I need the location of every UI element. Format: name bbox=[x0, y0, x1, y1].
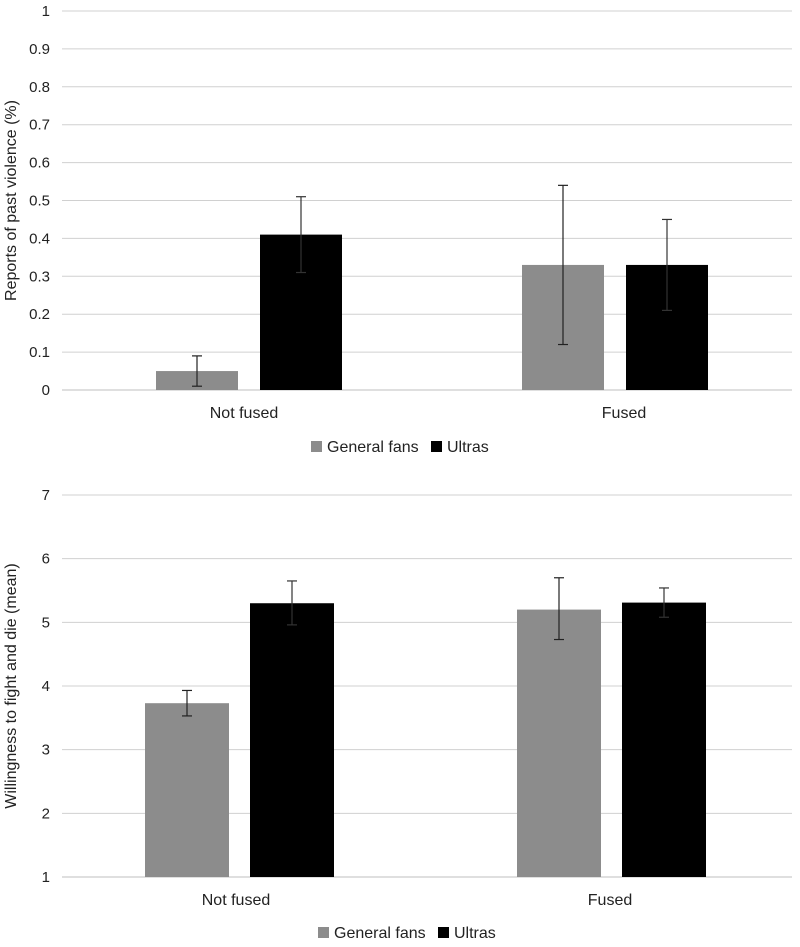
y-tick-label: 0.2 bbox=[29, 306, 50, 323]
y-tick-label: 0.5 bbox=[29, 193, 50, 210]
legend: General fans Ultras bbox=[311, 439, 489, 456]
error-bar bbox=[192, 355, 202, 387]
y-tick-label: 0.1 bbox=[29, 344, 50, 361]
legend: General fans Ultras bbox=[318, 925, 496, 942]
y-tick-label: 0.4 bbox=[29, 230, 50, 247]
bar-general-fans bbox=[517, 609, 601, 877]
category-label: Not fused bbox=[202, 892, 270, 909]
chart-2: 1 2 3 4 5 6 7 Willingness to fight and die (mea… bbox=[3, 487, 792, 942]
y-tick-label: 6 bbox=[42, 551, 50, 568]
error-bar bbox=[182, 689, 192, 717]
y-tick-label: 0 bbox=[42, 382, 50, 399]
y-tick-label: 0.8 bbox=[29, 79, 50, 96]
y-tick-label: 7 bbox=[42, 487, 50, 504]
bar-general-fans bbox=[145, 703, 229, 877]
legend-label: Ultras bbox=[447, 439, 489, 456]
y-axis-label: Reports of past violence (%) bbox=[3, 100, 20, 301]
error-bar bbox=[554, 577, 564, 641]
legend-swatch bbox=[311, 441, 322, 452]
y-tick-label: 2 bbox=[42, 805, 50, 822]
error-bar bbox=[296, 196, 306, 274]
legend-label: Ultras bbox=[454, 925, 496, 942]
y-tick-label: 0.9 bbox=[29, 41, 50, 58]
y-tick-label: 5 bbox=[42, 614, 50, 631]
error-bar bbox=[662, 218, 672, 312]
y-tick-label: 1 bbox=[42, 3, 50, 20]
legend-label: General fans bbox=[327, 439, 419, 456]
error-bar bbox=[287, 580, 297, 626]
y-tick-label: 0.3 bbox=[29, 268, 50, 285]
bar-ultras bbox=[622, 602, 706, 877]
legend-swatch bbox=[318, 927, 329, 938]
legend-swatch bbox=[438, 927, 449, 938]
legend-swatch bbox=[431, 441, 442, 452]
error-bar bbox=[659, 587, 669, 618]
y-tick-label: 3 bbox=[42, 742, 50, 759]
y-axis-label: Willingness to fight and die (mean) bbox=[3, 563, 20, 808]
y-tick-label: 1 bbox=[42, 869, 50, 886]
error-bar bbox=[558, 184, 568, 346]
category-label: Not fused bbox=[210, 405, 278, 422]
category-label: Fused bbox=[588, 892, 632, 909]
y-tick-label: 4 bbox=[42, 678, 50, 695]
chart-1: 0 0.1 0.2 0.3 0.4 0.5 0.6 0.7 0.8 0.9 1 Reports of … bbox=[3, 3, 792, 456]
y-tick-label: 0.6 bbox=[29, 155, 50, 172]
bar-ultras bbox=[250, 603, 334, 877]
category-label: Fused bbox=[602, 405, 646, 422]
legend-label: General fans bbox=[334, 925, 426, 942]
y-tick-label: 0.7 bbox=[29, 117, 50, 134]
